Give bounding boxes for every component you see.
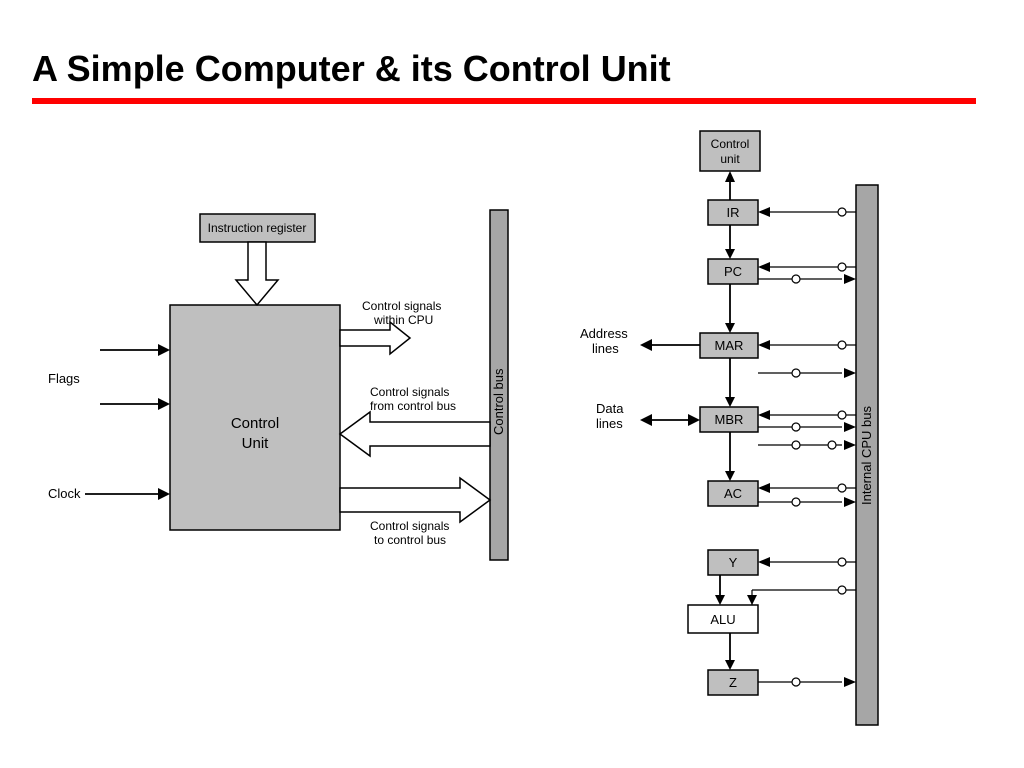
address-lines-label-1: Address xyxy=(580,326,628,341)
from-bus-label-2: from control bus xyxy=(370,399,456,413)
control-unit-diagram: Control bus Control Unit Instruction reg… xyxy=(40,190,540,610)
clock-label: Clock xyxy=(48,486,81,501)
flags-label: Flags xyxy=(48,371,80,386)
ir-label: IR xyxy=(727,205,740,220)
mar-label: MAR xyxy=(715,338,744,353)
ac-label: AC xyxy=(724,486,742,501)
control-unit-label-1: Control xyxy=(231,415,279,432)
cpu-bus-diagram: Internal CPU bus Control unit IR PC MAR … xyxy=(560,125,990,745)
z-label: Z xyxy=(729,675,737,690)
cu-label-1: Control xyxy=(711,137,750,151)
mbr-label: MBR xyxy=(715,412,744,427)
page-title: A Simple Computer & its Control Unit xyxy=(32,48,671,90)
control-unit-label-2: Unit xyxy=(242,435,270,452)
address-lines-label-2: lines xyxy=(592,341,619,356)
cu-label-2: unit xyxy=(720,152,740,166)
pc-label: PC xyxy=(724,264,742,279)
from-bus-label-1: Control signals xyxy=(370,385,449,399)
control-bus-label: Control bus xyxy=(491,368,506,435)
slide: A Simple Computer & its Control Unit Con… xyxy=(0,0,1024,768)
internal-cpu-bus-label: Internal CPU bus xyxy=(859,406,874,505)
title-underline-rule xyxy=(32,98,976,104)
to-bus-label-2: to control bus xyxy=(374,533,446,547)
y-label: Y xyxy=(729,555,738,570)
to-bus-label-1: Control signals xyxy=(370,519,449,533)
instruction-register-label: Instruction register xyxy=(208,221,307,235)
data-lines-label-2: lines xyxy=(596,416,623,431)
within-cpu-label-2: within CPU xyxy=(373,313,433,327)
within-cpu-label-1: Control signals xyxy=(362,299,441,313)
alu-label: ALU xyxy=(710,612,735,627)
to-bus-arrow xyxy=(340,478,490,522)
ir-to-cu-arrow xyxy=(236,242,278,305)
data-lines-label-1: Data xyxy=(596,401,624,416)
from-bus-arrow xyxy=(340,412,490,456)
